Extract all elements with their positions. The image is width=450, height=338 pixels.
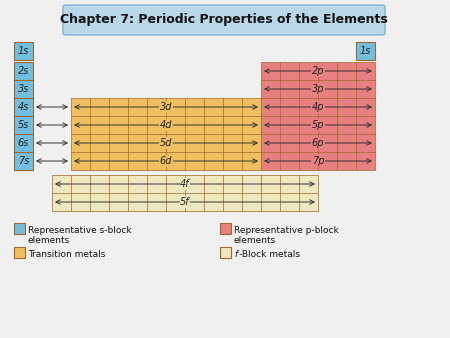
Bar — [14, 223, 25, 234]
Text: 1s: 1s — [360, 46, 371, 56]
Text: 2s: 2s — [18, 66, 29, 76]
Bar — [52, 175, 318, 211]
Text: elements: elements — [28, 236, 70, 245]
Bar — [220, 247, 231, 258]
Text: elements: elements — [234, 236, 276, 245]
Text: Representative s-block: Representative s-block — [28, 226, 131, 235]
Text: 6d: 6d — [160, 156, 172, 166]
Bar — [220, 223, 231, 234]
Text: f: f — [234, 250, 237, 259]
Bar — [356, 42, 375, 60]
Text: 3p: 3p — [312, 84, 324, 94]
Text: 3s: 3s — [18, 84, 29, 94]
Text: 6p: 6p — [312, 138, 324, 148]
Text: 4f: 4f — [180, 179, 190, 189]
Text: Representative p-block: Representative p-block — [234, 226, 339, 235]
Text: 7s: 7s — [18, 156, 29, 166]
Text: 3d: 3d — [160, 102, 172, 112]
Text: 2p: 2p — [312, 66, 324, 76]
Text: Chapter 7: Periodic Properties of the Elements: Chapter 7: Periodic Properties of the El… — [60, 14, 388, 26]
Text: 5s: 5s — [18, 120, 29, 130]
Text: 4p: 4p — [312, 102, 324, 112]
Text: -Block metals: -Block metals — [239, 250, 300, 259]
Bar — [14, 62, 33, 170]
Text: 5p: 5p — [312, 120, 324, 130]
Text: 4s: 4s — [18, 102, 29, 112]
Bar — [71, 98, 261, 170]
Text: Transition metals: Transition metals — [28, 250, 105, 259]
Text: 1s: 1s — [18, 46, 29, 56]
Bar — [14, 42, 33, 60]
Bar — [14, 247, 25, 258]
Text: 5d: 5d — [160, 138, 172, 148]
Text: 7p: 7p — [312, 156, 324, 166]
Text: 5f: 5f — [180, 197, 190, 207]
Text: 6s: 6s — [18, 138, 29, 148]
Text: 4d: 4d — [160, 120, 172, 130]
Bar — [261, 62, 375, 170]
FancyBboxPatch shape — [63, 5, 385, 35]
